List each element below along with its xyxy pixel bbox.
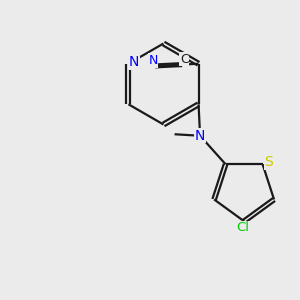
Text: N: N [129, 55, 139, 69]
Text: N: N [195, 129, 205, 143]
Text: S: S [264, 155, 273, 169]
Text: C: C [180, 53, 189, 66]
Text: N: N [148, 54, 158, 67]
Text: Cl: Cl [236, 221, 249, 234]
